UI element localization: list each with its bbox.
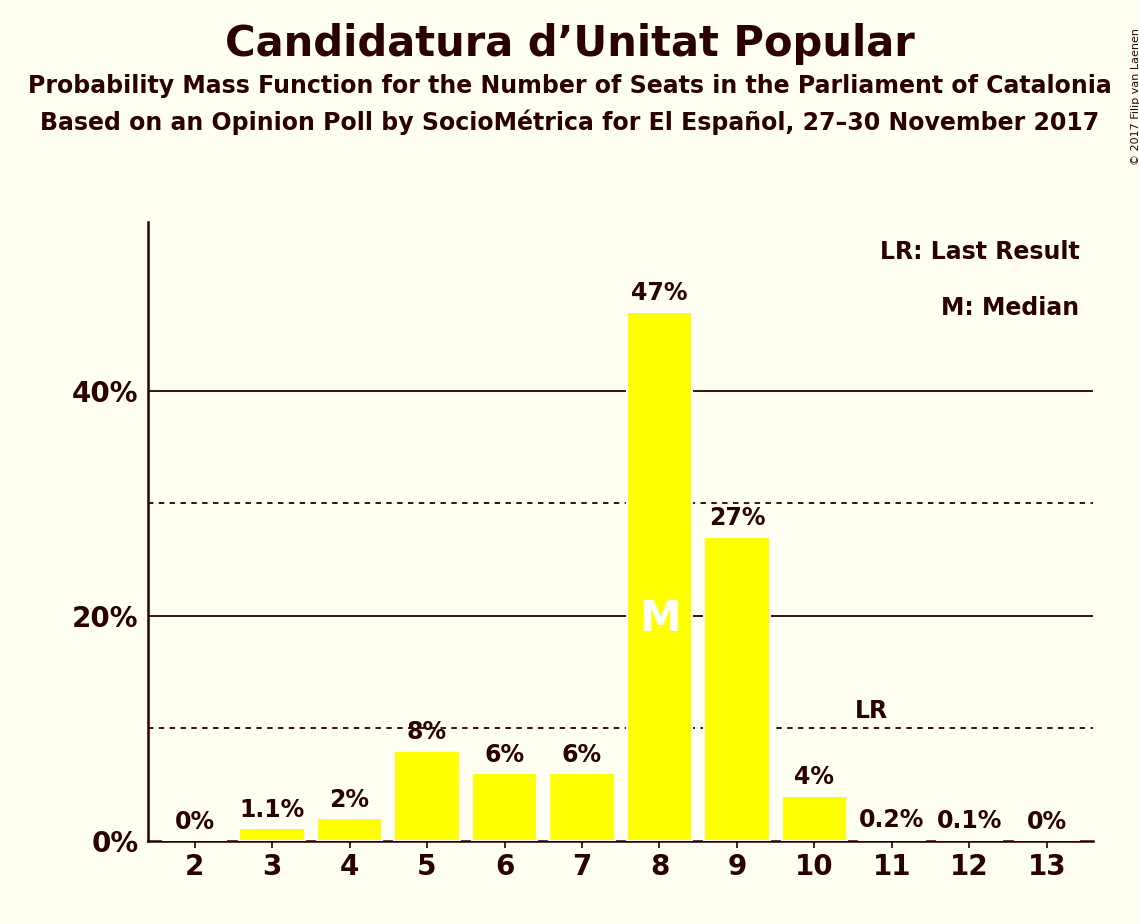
- Text: LR: Last Result: LR: Last Result: [879, 240, 1080, 264]
- Bar: [549, 773, 615, 841]
- Text: Probability Mass Function for the Number of Seats in the Parliament of Catalonia: Probability Mass Function for the Number…: [27, 74, 1112, 98]
- Text: 1.1%: 1.1%: [239, 797, 304, 821]
- Bar: [781, 796, 847, 841]
- Bar: [704, 537, 770, 841]
- Text: M: M: [639, 598, 680, 639]
- Bar: [626, 311, 693, 841]
- Text: Candidatura d’Unitat Popular: Candidatura d’Unitat Popular: [224, 23, 915, 65]
- Text: 6%: 6%: [562, 743, 603, 767]
- Text: 4%: 4%: [795, 765, 835, 789]
- Text: © 2017 Filip van Laenen: © 2017 Filip van Laenen: [1131, 28, 1139, 164]
- Text: 27%: 27%: [708, 506, 765, 530]
- Text: M: Median: M: Median: [941, 296, 1080, 320]
- Bar: [859, 839, 925, 841]
- Text: 0.2%: 0.2%: [859, 808, 925, 832]
- Bar: [239, 829, 305, 841]
- Text: 6%: 6%: [484, 743, 525, 767]
- Text: 2%: 2%: [329, 787, 369, 811]
- Bar: [936, 840, 1002, 841]
- Text: 0%: 0%: [1027, 810, 1067, 834]
- Text: Based on an Opinion Poll by SocioMétrica for El Español, 27–30 November 2017: Based on an Opinion Poll by SocioMétrica…: [40, 109, 1099, 135]
- Text: 47%: 47%: [631, 281, 688, 305]
- Text: 8%: 8%: [407, 720, 448, 744]
- Text: 0.1%: 0.1%: [936, 808, 1002, 833]
- Text: LR: LR: [854, 699, 888, 723]
- Bar: [394, 751, 460, 841]
- Bar: [472, 773, 538, 841]
- Text: 0%: 0%: [174, 810, 214, 834]
- Bar: [317, 819, 383, 841]
